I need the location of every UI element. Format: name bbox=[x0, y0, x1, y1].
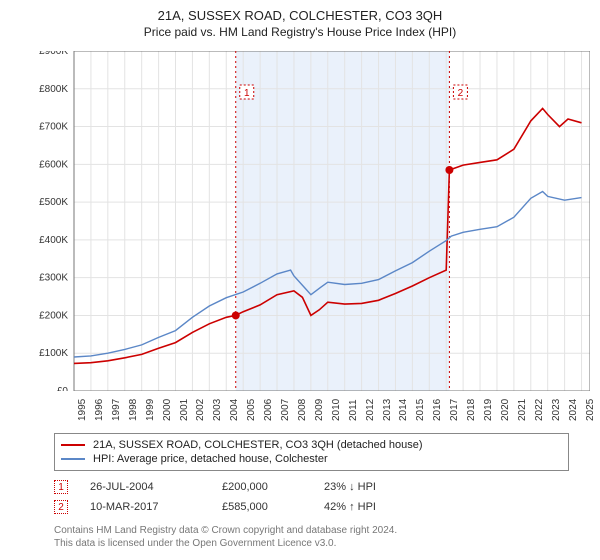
x-tick-label: 2013 bbox=[382, 399, 393, 421]
transactions-table: 1 26-JUL-2004 £200,000 23% ↓ HPI 2 10-MA… bbox=[54, 477, 569, 517]
svg-text:£0: £0 bbox=[57, 386, 69, 391]
legend-swatch-subject bbox=[61, 444, 85, 446]
x-tick-label: 1997 bbox=[111, 399, 122, 421]
x-tick-label: 1999 bbox=[145, 399, 156, 421]
svg-text:£900K: £900K bbox=[39, 51, 68, 57]
x-tick-label: 2014 bbox=[398, 399, 409, 421]
transaction-date: 10-MAR-2017 bbox=[90, 501, 200, 513]
chart-svg: £0 £100K £200K £300K £400K £500K £600K £700K £80… bbox=[30, 51, 590, 391]
svg-text:£200K: £200K bbox=[39, 310, 68, 321]
x-axis-labels: 1995 1996 1997 1998 1999 2000 2001 2002 2003 2004… bbox=[74, 391, 590, 427]
x-tick-label: 2021 bbox=[517, 399, 528, 421]
transaction-row: 1 26-JUL-2004 £200,000 23% ↓ HPI bbox=[54, 477, 569, 497]
transaction-price: £585,000 bbox=[222, 501, 302, 513]
legend-row-subject: 21A, SUSSEX ROAD, COLCHESTER, CO3 3QH (d… bbox=[61, 438, 562, 452]
svg-text:2: 2 bbox=[458, 88, 464, 99]
x-tick-label: 2015 bbox=[415, 399, 426, 421]
page-subtitle: Price paid vs. HM Land Registry's House … bbox=[10, 25, 590, 39]
x-tick-label: 2000 bbox=[162, 399, 173, 421]
x-tick-label: 2011 bbox=[348, 399, 359, 421]
legend-label-subject: 21A, SUSSEX ROAD, COLCHESTER, CO3 3QH (d… bbox=[93, 439, 423, 451]
transaction-pct: 42% ↑ HPI bbox=[324, 501, 434, 513]
x-tick-label: 2023 bbox=[551, 399, 562, 421]
x-tick-label: 2025 bbox=[585, 399, 596, 421]
x-tick-label: 2020 bbox=[500, 399, 511, 421]
legend-swatch-hpi bbox=[61, 458, 85, 460]
x-tick-label: 2009 bbox=[314, 399, 325, 421]
svg-text:£400K: £400K bbox=[39, 235, 68, 246]
x-tick-label: 2012 bbox=[365, 399, 376, 421]
page-title: 21A, SUSSEX ROAD, COLCHESTER, CO3 3QH bbox=[10, 8, 590, 23]
x-tick-label: 2004 bbox=[229, 399, 240, 421]
footer: Contains HM Land Registry data © Crown c… bbox=[54, 525, 590, 550]
svg-text:£600K: £600K bbox=[39, 159, 68, 170]
transaction-date: 26-JUL-2004 bbox=[90, 481, 200, 493]
transaction-marker-icon: 2 bbox=[54, 500, 68, 514]
transaction-price: £200,000 bbox=[222, 481, 302, 493]
svg-text:£800K: £800K bbox=[39, 84, 68, 95]
legend: 21A, SUSSEX ROAD, COLCHESTER, CO3 3QH (d… bbox=[54, 433, 569, 471]
x-tick-label: 2007 bbox=[280, 399, 291, 421]
svg-text:1: 1 bbox=[244, 88, 250, 99]
svg-text:£700K: £700K bbox=[39, 122, 68, 133]
footer-line: This data is licensed under the Open Gov… bbox=[54, 538, 590, 551]
x-tick-label: 2006 bbox=[263, 399, 274, 421]
x-tick-label: 2019 bbox=[483, 399, 494, 421]
x-tick-label: 2018 bbox=[466, 399, 477, 421]
x-tick-label: 1995 bbox=[77, 399, 88, 421]
transaction-pct: 23% ↓ HPI bbox=[324, 481, 434, 493]
transaction-marker-icon: 1 bbox=[54, 480, 68, 494]
x-tick-label: 2001 bbox=[179, 399, 190, 421]
x-tick-label: 1998 bbox=[128, 399, 139, 421]
legend-row-hpi: HPI: Average price, detached house, Colc… bbox=[61, 452, 562, 466]
x-tick-label: 2008 bbox=[297, 399, 308, 421]
x-tick-label: 2010 bbox=[331, 399, 342, 421]
legend-label-hpi: HPI: Average price, detached house, Colc… bbox=[93, 453, 328, 465]
x-tick-label: 2002 bbox=[195, 399, 206, 421]
x-tick-label: 2016 bbox=[432, 399, 443, 421]
x-tick-label: 2017 bbox=[449, 399, 460, 421]
transaction-row: 2 10-MAR-2017 £585,000 42% ↑ HPI bbox=[54, 497, 569, 517]
x-tick-label: 2003 bbox=[212, 399, 223, 421]
x-tick-label: 2005 bbox=[246, 399, 257, 421]
svg-text:£300K: £300K bbox=[39, 273, 68, 284]
svg-text:£500K: £500K bbox=[39, 197, 68, 208]
svg-text:£100K: £100K bbox=[39, 348, 68, 359]
x-tick-label: 1996 bbox=[94, 399, 105, 421]
chart: £0 £100K £200K £300K £400K £500K £600K £700K £80… bbox=[30, 51, 585, 391]
x-tick-label: 2024 bbox=[568, 399, 579, 421]
x-tick-label: 2022 bbox=[534, 399, 545, 421]
footer-line: Contains HM Land Registry data © Crown c… bbox=[54, 525, 590, 538]
